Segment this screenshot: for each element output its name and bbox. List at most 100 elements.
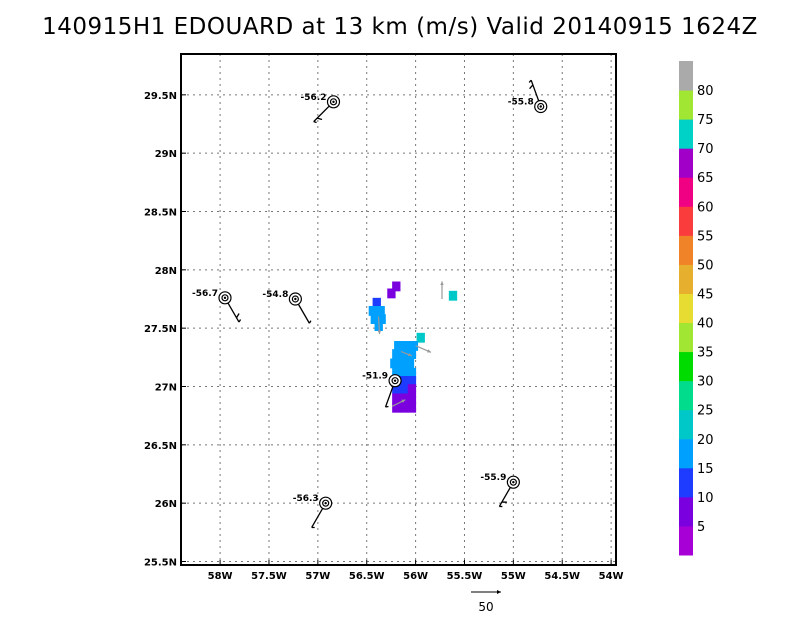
- colorbar-label: 15: [697, 462, 714, 477]
- colorbar-segment: [679, 496, 693, 527]
- heatmap-cell: [394, 341, 403, 351]
- heatmap-cell: [372, 297, 381, 308]
- heatmap-cell: [376, 306, 385, 316]
- colorbar-segment: [679, 409, 693, 440]
- point-label: -55.8: [508, 98, 534, 108]
- wind-vector-head: [407, 352, 412, 357]
- point-label: -51.9: [362, 372, 388, 382]
- wind-barb-flag: [238, 319, 242, 323]
- heatmap-cell: [392, 349, 401, 359]
- heatmap-cell: [399, 349, 409, 359]
- colorbar-label: 25: [697, 404, 714, 419]
- station-inner-circle: [291, 295, 299, 303]
- station-inner-circle: [322, 499, 330, 507]
- colorbar-label: 55: [697, 229, 714, 244]
- point-label: -55.9: [480, 473, 506, 483]
- colorbar-label: 75: [697, 113, 714, 128]
- x-tick-label: 57W: [305, 571, 330, 582]
- x-tick-label: 55.5W: [447, 571, 483, 582]
- heatmap-cell: [392, 281, 401, 292]
- point-label: -54.8: [262, 290, 288, 300]
- heatmap-cell: [370, 314, 379, 324]
- station-dot: [393, 379, 397, 382]
- colorbar-label: 60: [697, 200, 714, 215]
- heatmap-cell: [399, 393, 409, 404]
- wind-vector-head: [377, 330, 382, 335]
- colorbar-segment: [679, 235, 693, 265]
- colorbar-segment: [679, 293, 693, 324]
- colorbar-segment: [679, 322, 693, 353]
- y-tick-label: 27.5N: [144, 324, 177, 335]
- station-inner-circle: [329, 98, 338, 106]
- colorbar-segment: [679, 438, 693, 469]
- x-tick-label: 57.5W: [251, 571, 287, 582]
- station-dot: [324, 501, 327, 505]
- colorbar-segment: [679, 351, 693, 382]
- reference-vector-label: 50: [478, 600, 493, 614]
- heatmap-cell: [407, 402, 417, 413]
- colorbar-label: 20: [697, 433, 714, 448]
- heatmap-cell: [392, 402, 401, 413]
- wind-barb-flag: [308, 320, 312, 324]
- heatmap-cell: [416, 332, 425, 343]
- heatmap-cell: [392, 384, 401, 394]
- wind-vector-head: [440, 281, 444, 286]
- station-inner-circle: [221, 294, 229, 302]
- colorbar-label: 80: [697, 84, 714, 99]
- heatmap-cell: [399, 376, 409, 386]
- colorbar-label: 35: [697, 346, 714, 361]
- colorbar-label: 30: [697, 375, 714, 390]
- heatmap-cell: [407, 393, 417, 404]
- colorbar-label: 65: [697, 171, 714, 186]
- heatmap-cell: [368, 306, 378, 316]
- heatmap-cell: [407, 367, 417, 378]
- heatmap-cell: [401, 341, 411, 351]
- colorbar-label: 70: [697, 142, 714, 157]
- colorbar-segment: [679, 525, 693, 556]
- station-dot: [223, 296, 227, 300]
- heatmap-cell: [392, 367, 401, 378]
- point-label: -56.3: [293, 494, 319, 504]
- station-inner-circle: [391, 377, 399, 385]
- x-tick-label: 54W: [599, 571, 624, 582]
- wind-barb-flag: [528, 79, 532, 83]
- x-tick-label: 55W: [501, 571, 526, 582]
- y-tick-label: 26.5N: [144, 441, 177, 452]
- point-label: -56.7: [192, 289, 218, 299]
- y-tick-label: 25.5N: [144, 558, 177, 569]
- heatmap-cell: [387, 288, 396, 299]
- colorbar-segment: [679, 467, 693, 498]
- colorbar-segment: [679, 148, 693, 178]
- station-dot: [332, 100, 335, 104]
- colorbar-label: 50: [697, 258, 714, 273]
- colorbar-segment: [679, 61, 693, 91]
- heatmap-cell: [399, 384, 409, 394]
- heatmap-cell: [390, 358, 399, 369]
- reference-vector-head: [497, 590, 501, 594]
- heatmap-cell: [448, 290, 458, 301]
- colorbar-label: 45: [697, 287, 714, 302]
- colorbar-segment: [679, 119, 693, 149]
- x-tick-label: 56.5W: [349, 571, 385, 582]
- station-dot: [539, 105, 542, 108]
- y-tick-label: 29N: [155, 149, 177, 160]
- point-label: -56.2: [301, 93, 327, 103]
- colorbar-segment: [679, 380, 693, 411]
- heatmap-cell: [407, 349, 417, 359]
- heatmap-cell: [399, 367, 409, 378]
- plot-frame: [180, 53, 617, 566]
- y-tick-label: 26N: [155, 499, 177, 510]
- heatmap-cell: [405, 358, 415, 369]
- y-tick-label: 27N: [155, 383, 177, 394]
- y-tick-label: 28.5N: [144, 208, 177, 219]
- heatmap-cell: [409, 341, 419, 351]
- colorbar-segment: [679, 206, 693, 236]
- wind-barb-flag: [313, 121, 317, 124]
- heatmap-cell: [398, 358, 407, 369]
- y-tick-label: 28N: [155, 266, 177, 277]
- colorbar-segment: [679, 177, 693, 207]
- colorbar-label: 40: [697, 317, 714, 332]
- x-tick-label: 58W: [208, 571, 233, 582]
- heatmap-cell: [399, 402, 409, 413]
